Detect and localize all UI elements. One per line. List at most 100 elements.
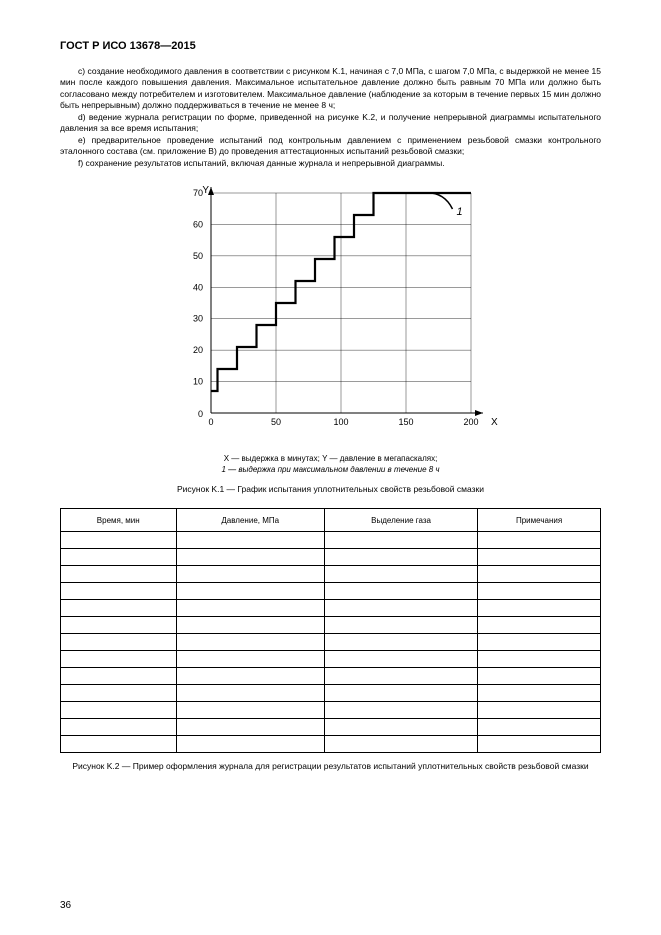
table-cell bbox=[176, 702, 324, 719]
table-cell bbox=[61, 719, 177, 736]
figure-k1-title: Рисунок K.1 — График испытания уплотните… bbox=[60, 484, 601, 494]
para-f: f) сохранение результатов испытаний, вкл… bbox=[60, 158, 601, 169]
table-row bbox=[61, 719, 601, 736]
table-cell bbox=[176, 549, 324, 566]
table-cell bbox=[478, 583, 601, 600]
table-cell bbox=[324, 549, 477, 566]
svg-text:100: 100 bbox=[333, 417, 348, 427]
table-cell bbox=[61, 549, 177, 566]
page-number: 36 bbox=[60, 900, 71, 911]
table-cell bbox=[61, 634, 177, 651]
para-d: d) ведение журнала регистрации по форме,… bbox=[60, 112, 601, 135]
table-cell bbox=[324, 617, 477, 634]
table-row bbox=[61, 583, 601, 600]
table-row bbox=[61, 600, 601, 617]
table-cell bbox=[478, 617, 601, 634]
table-cell bbox=[324, 583, 477, 600]
table-cell bbox=[176, 719, 324, 736]
table-row bbox=[61, 566, 601, 583]
table-header-cell: Давление, МПа bbox=[176, 509, 324, 532]
svg-text:0: 0 bbox=[208, 417, 213, 427]
page: ГОСТ Р ИСО 13678—2015 c) создание необхо… bbox=[0, 0, 661, 935]
table-cell bbox=[478, 685, 601, 702]
table-cell bbox=[176, 600, 324, 617]
chart-caption: X — выдержка в минутах; Y — давление в м… bbox=[60, 454, 601, 474]
svg-text:200: 200 bbox=[463, 417, 478, 427]
svg-text:0: 0 bbox=[197, 409, 202, 419]
table-cell bbox=[176, 736, 324, 753]
table-cell bbox=[478, 566, 601, 583]
table-header-cell: Примечания bbox=[478, 509, 601, 532]
table-row bbox=[61, 685, 601, 702]
table-row bbox=[61, 736, 601, 753]
table-header-cell: Время, мин bbox=[61, 509, 177, 532]
table-header-cell: Выделение газа bbox=[324, 509, 477, 532]
table-cell bbox=[478, 668, 601, 685]
table-cell bbox=[324, 719, 477, 736]
table-header-row: Время, минДавление, МПаВыделение газаПри… bbox=[61, 509, 601, 532]
table-cell bbox=[61, 566, 177, 583]
gost-header: ГОСТ Р ИСО 13678—2015 bbox=[60, 40, 601, 52]
chart-k1: 050100150200010203040506070XY1 X — выдер… bbox=[60, 183, 601, 494]
table-row bbox=[61, 651, 601, 668]
table-row bbox=[61, 702, 601, 719]
table-cell bbox=[61, 702, 177, 719]
svg-text:1: 1 bbox=[456, 206, 462, 218]
para-c: c) создание необходимого давления в соот… bbox=[60, 66, 601, 112]
table-cell bbox=[61, 532, 177, 549]
table-cell bbox=[176, 634, 324, 651]
table-cell bbox=[324, 566, 477, 583]
table-cell bbox=[478, 736, 601, 753]
svg-text:30: 30 bbox=[192, 314, 202, 324]
table-cell bbox=[61, 651, 177, 668]
table-row bbox=[61, 634, 601, 651]
table-cell bbox=[176, 668, 324, 685]
svg-text:Y: Y bbox=[202, 185, 209, 196]
table-cell bbox=[478, 719, 601, 736]
body-text-block: c) создание необходимого давления в соот… bbox=[60, 66, 601, 169]
table-cell bbox=[176, 566, 324, 583]
table-cell bbox=[61, 668, 177, 685]
svg-text:50: 50 bbox=[270, 417, 280, 427]
table-cell bbox=[61, 600, 177, 617]
table-cell bbox=[478, 702, 601, 719]
table-cell bbox=[324, 702, 477, 719]
table-cell bbox=[61, 583, 177, 600]
table-cell bbox=[176, 617, 324, 634]
caption-line-1: X — выдержка в минутах; Y — давление в м… bbox=[60, 454, 601, 463]
svg-text:20: 20 bbox=[192, 345, 202, 355]
table-row bbox=[61, 617, 601, 634]
table-cell bbox=[324, 532, 477, 549]
svg-text:10: 10 bbox=[192, 377, 202, 387]
svg-text:60: 60 bbox=[192, 220, 202, 230]
table-cell bbox=[61, 736, 177, 753]
table-body bbox=[61, 532, 601, 753]
table-cell bbox=[478, 600, 601, 617]
table-cell bbox=[324, 685, 477, 702]
table-cell bbox=[478, 549, 601, 566]
table-cell bbox=[324, 736, 477, 753]
table-cell bbox=[324, 668, 477, 685]
table-k2: Время, минДавление, МПаВыделение газаПри… bbox=[60, 508, 601, 753]
table-cell bbox=[324, 651, 477, 668]
para-e: e) предварительное проведение испытаний … bbox=[60, 135, 601, 158]
figure-k2-title: Рисунок K.2 — Пример оформления журнала … bbox=[60, 761, 601, 771]
table-cell bbox=[61, 685, 177, 702]
table-cell bbox=[324, 634, 477, 651]
table-cell bbox=[478, 634, 601, 651]
svg-text:150: 150 bbox=[398, 417, 413, 427]
table-cell bbox=[176, 685, 324, 702]
table-cell bbox=[176, 583, 324, 600]
table-cell bbox=[176, 532, 324, 549]
table-row bbox=[61, 549, 601, 566]
svg-text:50: 50 bbox=[192, 251, 202, 261]
table-cell bbox=[176, 651, 324, 668]
table-cell bbox=[324, 600, 477, 617]
table-cell bbox=[478, 651, 601, 668]
chart-svg: 050100150200010203040506070XY1 bbox=[161, 183, 501, 443]
table-row bbox=[61, 668, 601, 685]
table-row bbox=[61, 532, 601, 549]
table-cell bbox=[61, 617, 177, 634]
svg-text:40: 40 bbox=[192, 283, 202, 293]
svg-text:X: X bbox=[491, 417, 498, 428]
